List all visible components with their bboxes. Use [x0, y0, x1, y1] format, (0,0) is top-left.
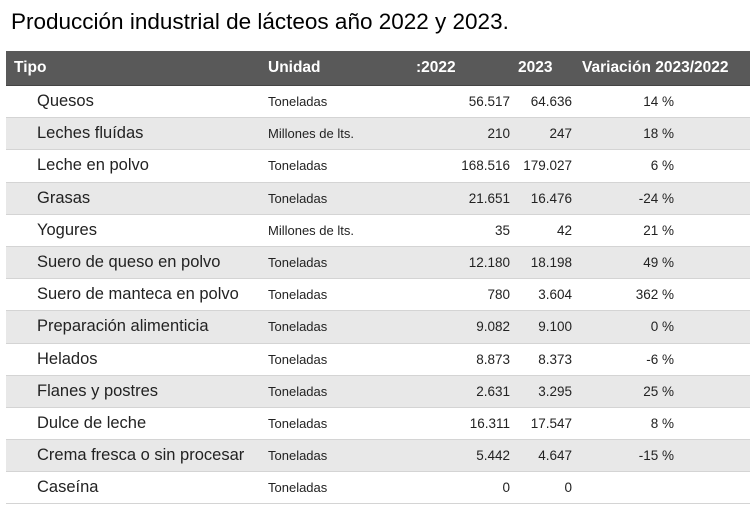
table-row: Suero de manteca en polvo Toneladas 780 3.6…	[6, 279, 750, 312]
cell-unidad: Toneladas	[268, 319, 328, 335]
cell-unidad: Toneladas	[268, 480, 328, 496]
cell-tipo: Preparación alimenticia	[37, 317, 209, 336]
table-row: Suero de queso en polvo Toneladas 12.180 18…	[6, 246, 750, 280]
table-header: Tipo Unidad :2022 2023 Variación 2023/20…	[6, 51, 750, 86]
cell-2023: 18.198	[530, 255, 572, 271]
production-table: Tipo Unidad :2022 2023 Variación 2023/20…	[6, 51, 750, 505]
cell-variacion: 6 %	[650, 158, 674, 174]
cell-tipo: Flanes y postres	[37, 381, 159, 400]
cell-variacion: -24 %	[638, 190, 674, 206]
cell-2023: 4.647	[538, 448, 572, 464]
table-row: Caseína Toneladas 0 0	[6, 472, 750, 505]
table-row: Flanes y postres Toneladas 2.631 3.295 25 %	[6, 375, 750, 408]
cell-unidad: Toneladas	[268, 351, 328, 367]
cell-tipo: Suero de queso en polvo	[37, 253, 221, 272]
cell-2022: 8.873	[476, 351, 510, 367]
cell-tipo: Helados	[37, 349, 98, 368]
cell-tipo: Leches fluídas	[37, 124, 144, 143]
cell-unidad: Millones de lts.	[268, 126, 354, 142]
cell-unidad: Toneladas	[268, 158, 328, 174]
cell-2022: 35	[494, 222, 510, 238]
cell-2023: 64.636	[530, 94, 572, 110]
cell-unidad: Millones de lts.	[268, 222, 354, 238]
cell-unidad: Toneladas	[268, 448, 328, 464]
cell-2022: 12.180	[468, 255, 510, 271]
cell-2022: 16.311	[469, 415, 510, 431]
cell-2023: 42	[556, 222, 572, 238]
cell-2023: 3.295	[538, 383, 572, 399]
cell-unidad: Toneladas	[268, 415, 328, 431]
cell-variacion: 0 %	[650, 319, 674, 335]
cell-variacion: 18 %	[643, 126, 674, 142]
cell-2022: 780	[487, 287, 510, 303]
cell-variacion: -15 %	[638, 448, 674, 464]
table-row: Preparación alimenticia Toneladas 9.082 9.1…	[6, 311, 750, 344]
table-row: Leches fluídas Millones de lts. 210 247 18 %	[6, 118, 750, 151]
column-header-2023[interactable]: 2023	[518, 59, 553, 76]
cell-2022: 21.651	[468, 190, 510, 206]
cell-2023: 0	[564, 480, 572, 496]
cell-unidad: Toneladas	[268, 190, 328, 206]
cell-variacion: 49 %	[643, 255, 674, 271]
cell-unidad: Toneladas	[268, 383, 328, 399]
cell-unidad: Toneladas	[268, 94, 328, 110]
table-row: Leche en polvo Toneladas 168.516 179.027 6 %	[6, 150, 750, 183]
cell-tipo: Leche en polvo	[37, 156, 149, 175]
table-row: Quesos Toneladas 56.517 64.636 14 %	[6, 86, 750, 119]
cell-variacion: -6 %	[646, 351, 674, 367]
cell-2023: 17.547	[530, 415, 572, 431]
table-row: Dulce de leche Toneladas 16.311 17.547 8 %	[6, 407, 750, 441]
cell-tipo: Grasas	[37, 188, 91, 207]
cell-variacion: 8 %	[650, 415, 674, 431]
cell-2023: 16.476	[530, 190, 572, 206]
cell-tipo: Suero de manteca en polvo	[37, 285, 239, 304]
cell-2022: 56.517	[468, 94, 510, 110]
cell-2022: 2.631	[476, 383, 510, 399]
cell-variacion: 362 %	[635, 287, 674, 303]
table-body: Quesos Toneladas 56.517 64.636 14 % Leches fl…	[6, 86, 750, 505]
column-header-unidad[interactable]: Unidad	[268, 59, 321, 76]
cell-2023: 179.027	[523, 158, 572, 174]
cell-variacion: 25 %	[643, 383, 674, 399]
cell-2022: 210	[487, 126, 510, 142]
cell-2023: 9.100	[538, 319, 572, 335]
cell-variacion: 21 %	[643, 222, 674, 238]
cell-2022: 9.082	[476, 319, 510, 335]
cell-2022: 0	[502, 480, 510, 496]
cell-2023: 8.373	[538, 351, 572, 367]
cell-tipo: Dulce de leche	[37, 413, 147, 432]
cell-2023: 247	[549, 126, 572, 142]
cell-tipo: Crema fresca o sin procesar	[37, 446, 245, 465]
table-row: Crema fresca o sin procesar Toneladas 5.44…	[6, 440, 750, 473]
cell-unidad: Toneladas	[268, 255, 328, 271]
column-header-tipo[interactable]: Tipo	[14, 59, 47, 76]
cell-variacion: 14 %	[643, 94, 674, 110]
page-title: Producción industrial de lácteos año 202…	[11, 9, 509, 34]
table-row: Helados Toneladas 8.873 8.373 -6 %	[6, 343, 750, 376]
column-header-variacion[interactable]: Variación 2023/2022	[582, 59, 729, 76]
column-header-2022[interactable]: :2022	[416, 59, 456, 76]
cell-tipo: Caseína	[37, 478, 99, 497]
cell-tipo: Quesos	[37, 92, 94, 111]
cell-tipo: Yogures	[37, 220, 97, 239]
cell-2023: 3.604	[538, 287, 572, 303]
table-row: Yogures Millones de lts. 35 42 21 %	[6, 214, 750, 247]
cell-unidad: Toneladas	[268, 287, 328, 303]
cell-2022: 168.516	[461, 158, 510, 174]
table-row: Grasas Toneladas 21.651 16.476 -24 %	[6, 182, 750, 215]
cell-2022: 5.442	[476, 448, 510, 464]
